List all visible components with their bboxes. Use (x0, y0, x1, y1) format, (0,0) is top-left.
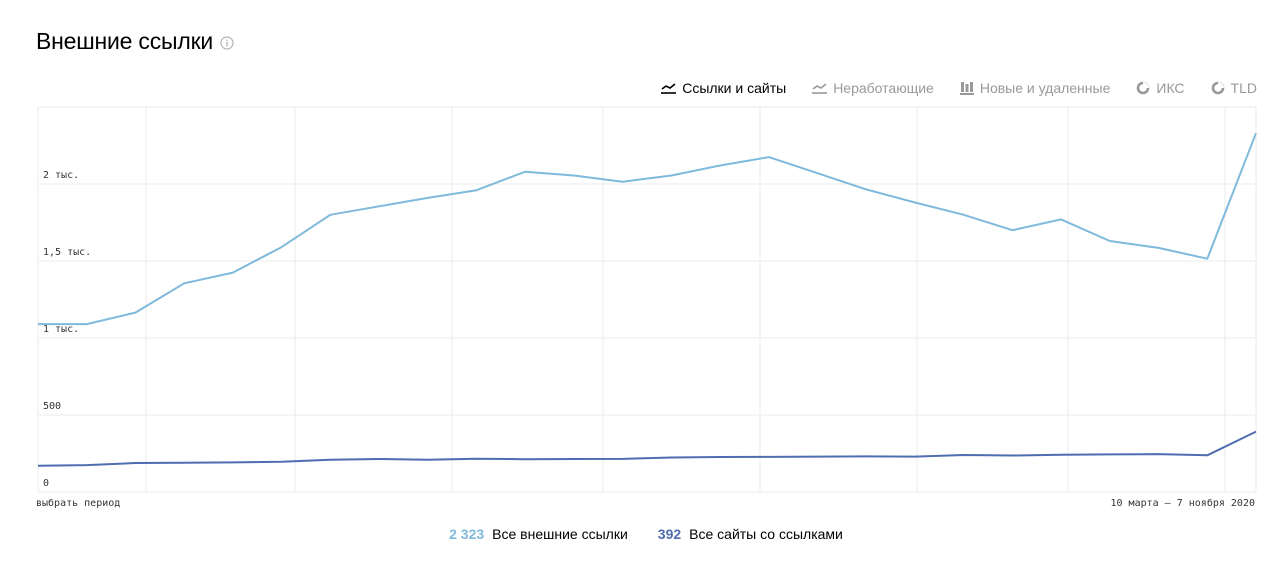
legend-total-sites: 392 (657, 526, 682, 542)
series-line-sites[interactable] (37, 430, 1257, 467)
line-chart-icon (812, 83, 828, 94)
y-tick-label: 500 (43, 401, 61, 412)
tab-links-and-sites[interactable]: Ссылки и сайты (661, 80, 786, 96)
tab-label: Неработающие (833, 80, 934, 96)
page-header: Внешние ссылки (36, 28, 234, 55)
chart-grid: 0 500 1 тыс. 1,5 тыс. 2 тыс. (37, 106, 1257, 493)
tab-label: ИКС (1156, 80, 1185, 96)
pie-chart-icon (1211, 81, 1224, 95)
tab-iks[interactable]: ИКС (1136, 80, 1185, 96)
tab-tld[interactable]: TLD (1211, 80, 1257, 96)
bar-chart-icon (959, 82, 974, 95)
line-chart-icon (661, 83, 677, 94)
tab-new-and-deleted[interactable]: Новые и удаленные (959, 80, 1111, 96)
page-title: Внешние ссылки (36, 28, 214, 54)
tab-label: TLD (1230, 80, 1257, 96)
legend-total-links: 2 323 (449, 526, 485, 542)
series-line-links[interactable] (38, 132, 1257, 326)
y-tick-label: 1 тыс. (43, 324, 79, 335)
y-tick-label: 2 тыс. (43, 170, 79, 181)
legend-label-sites: Все сайты со ссылками (689, 526, 843, 542)
chart-tabs: Ссылки и сайты Неработающие Новые и удал… (635, 80, 1257, 96)
legend-label-links: Все внешние ссылки (492, 526, 628, 542)
period-range-label: 10 марта — 7 ноября 2020 (1111, 497, 1256, 509)
chart-legend: 2 323 Все внешние ссылки 392 Все сайты с… (0, 526, 1280, 542)
chart-series (37, 132, 1257, 467)
tab-label: Новые и удаленные (979, 80, 1111, 96)
y-tick-label: 1,5 тыс. (43, 247, 91, 258)
legend-item-sites[interactable]: 392 Все сайты со ссылками (658, 526, 843, 542)
tab-label: Ссылки и сайты (682, 80, 787, 96)
pie-chart-icon (1137, 81, 1150, 95)
y-tick-label: 0 (43, 478, 49, 489)
legend-item-links[interactable]: 2 323 Все внешние ссылки (449, 526, 628, 542)
tab-broken[interactable]: Неработающие (812, 80, 934, 96)
info-icon[interactable] (220, 36, 234, 50)
select-period-link[interactable]: выбрать период (36, 497, 120, 509)
